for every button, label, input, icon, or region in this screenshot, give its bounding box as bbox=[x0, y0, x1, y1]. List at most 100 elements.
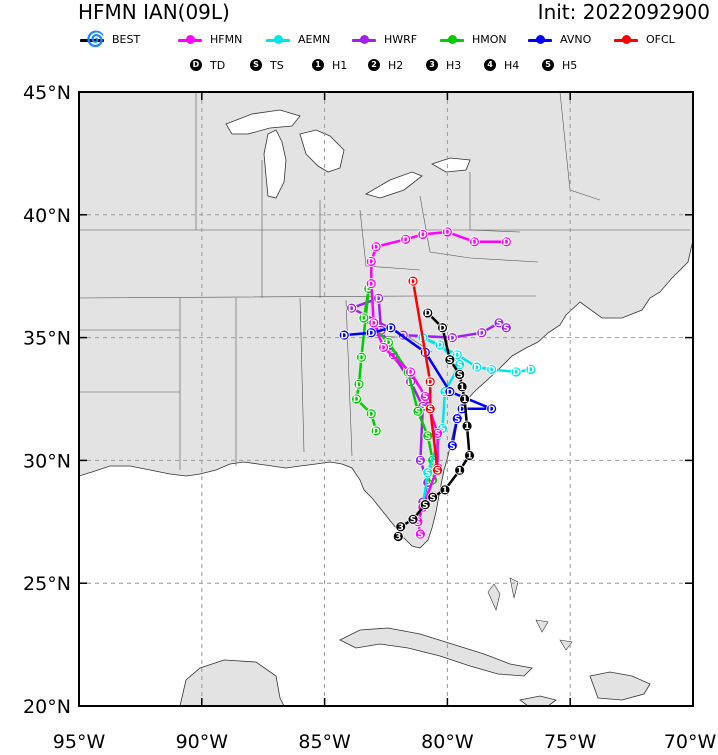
track-point bbox=[454, 369, 466, 380]
track-point bbox=[373, 292, 385, 304]
track-point-label: D bbox=[512, 368, 519, 378]
y-tick-label: 45°N bbox=[23, 82, 71, 104]
track-point-label: D bbox=[370, 319, 377, 329]
track-point bbox=[424, 376, 436, 388]
legend-label-best: BEST bbox=[112, 33, 141, 46]
plot-frame bbox=[78, 91, 694, 707]
symbol-badge-ts: S bbox=[250, 59, 262, 71]
track-point bbox=[459, 393, 470, 405]
chart-title: HFMN IAN(09L) bbox=[78, 0, 230, 24]
track-point-label: D bbox=[409, 277, 416, 287]
track-point-label: 1 bbox=[461, 395, 467, 405]
track-point bbox=[446, 440, 458, 452]
north-america-land bbox=[79, 92, 693, 549]
track-point-label: D bbox=[449, 334, 456, 344]
y-tick-label: 30°N bbox=[23, 450, 71, 472]
track-point-label: D bbox=[426, 378, 433, 388]
legend-label-hfmn: HFMN bbox=[210, 33, 243, 46]
track-point-label: S bbox=[415, 407, 421, 417]
x-tick-label: 75°W bbox=[544, 731, 597, 753]
symbol-badge-h4: 4 bbox=[484, 59, 496, 71]
legend-dot-ofcl bbox=[622, 35, 631, 44]
track-point-label: D bbox=[372, 243, 379, 253]
track-point-label: D bbox=[368, 280, 375, 290]
track-point bbox=[471, 361, 483, 373]
cuba bbox=[339, 627, 533, 677]
track-point-label: 1 bbox=[466, 452, 472, 462]
track-point-label: D bbox=[471, 238, 478, 248]
track-point bbox=[417, 229, 429, 240]
track-legend: 🌀 BEST HFMN AEMN HWRF HMON AVNO OFCL bbox=[0, 30, 718, 48]
track-point bbox=[351, 393, 362, 405]
lake-huron bbox=[299, 129, 345, 173]
track-point-label: D bbox=[360, 314, 367, 324]
hurricane-icon: 🌀 bbox=[86, 30, 105, 48]
symbol-badge-h1: 1 bbox=[312, 59, 324, 71]
track-point-label: S bbox=[425, 479, 431, 489]
track-point-label: 1 bbox=[442, 486, 448, 496]
hispaniola bbox=[589, 671, 651, 701]
track-point bbox=[444, 386, 456, 398]
track-point bbox=[365, 408, 377, 420]
track-point bbox=[441, 226, 453, 238]
track-point bbox=[437, 322, 448, 334]
track-point-label: S bbox=[456, 371, 462, 381]
track-point-label: D bbox=[446, 388, 453, 398]
track-point-label: 1 bbox=[464, 422, 470, 432]
track-point bbox=[414, 454, 426, 466]
track-point-label: D bbox=[380, 344, 387, 354]
track-point-label: S bbox=[422, 393, 428, 403]
track-point-label: S bbox=[439, 425, 445, 435]
track-point bbox=[370, 425, 382, 437]
track-point bbox=[365, 327, 377, 339]
track-point-label: 1 bbox=[457, 466, 463, 476]
track-point-label: D bbox=[439, 324, 446, 334]
track-point bbox=[469, 236, 480, 248]
track-point bbox=[378, 342, 389, 353]
symbol-badge-h3: 3 bbox=[426, 59, 438, 71]
track-point-label: S bbox=[429, 493, 435, 503]
track-point bbox=[461, 420, 473, 432]
track-point bbox=[395, 521, 407, 533]
track-point-label: D bbox=[458, 405, 465, 415]
track-point-label: 1 bbox=[459, 383, 465, 393]
track-point-label: S bbox=[449, 442, 455, 452]
track-point-label: S bbox=[454, 415, 460, 425]
track-point-label: S bbox=[415, 518, 421, 528]
track-point-label: D bbox=[478, 329, 485, 339]
track-point-label: S bbox=[456, 361, 462, 371]
track-point bbox=[353, 378, 365, 390]
track-point-label: S bbox=[447, 356, 453, 366]
track-point bbox=[422, 467, 434, 479]
symbol-label-ts: TS bbox=[270, 59, 284, 72]
track-point-label: S bbox=[417, 457, 423, 467]
symbol-badge-h5: 5 bbox=[542, 59, 554, 71]
track-point bbox=[464, 450, 475, 461]
legend-dot-hwrf bbox=[360, 35, 369, 44]
track-point bbox=[525, 364, 537, 375]
track-point bbox=[500, 236, 512, 248]
legend-line-best bbox=[80, 39, 104, 42]
track-point bbox=[365, 278, 377, 289]
track-point-label: 3 bbox=[398, 523, 404, 533]
x-tick-label: 90°W bbox=[176, 731, 229, 753]
track-point-label: D bbox=[424, 309, 431, 319]
y-tick-label: 35°N bbox=[23, 328, 71, 350]
track-point-label: D bbox=[444, 228, 451, 238]
track-point bbox=[414, 528, 426, 540]
track-point bbox=[454, 464, 466, 476]
track-point bbox=[486, 403, 498, 415]
track-point-label: S bbox=[503, 324, 509, 334]
legend-dot-hfmn bbox=[186, 35, 195, 44]
lake-erie bbox=[364, 171, 423, 199]
track-point bbox=[510, 366, 522, 378]
track-point bbox=[446, 332, 458, 344]
land-layer bbox=[79, 92, 693, 706]
x-tick-label: 70°W bbox=[664, 731, 717, 753]
track-point bbox=[444, 354, 456, 366]
track-point bbox=[432, 464, 443, 476]
symbol-label-h4: H4 bbox=[504, 59, 520, 72]
track-point bbox=[358, 312, 370, 324]
track-point-label: S bbox=[427, 405, 433, 415]
